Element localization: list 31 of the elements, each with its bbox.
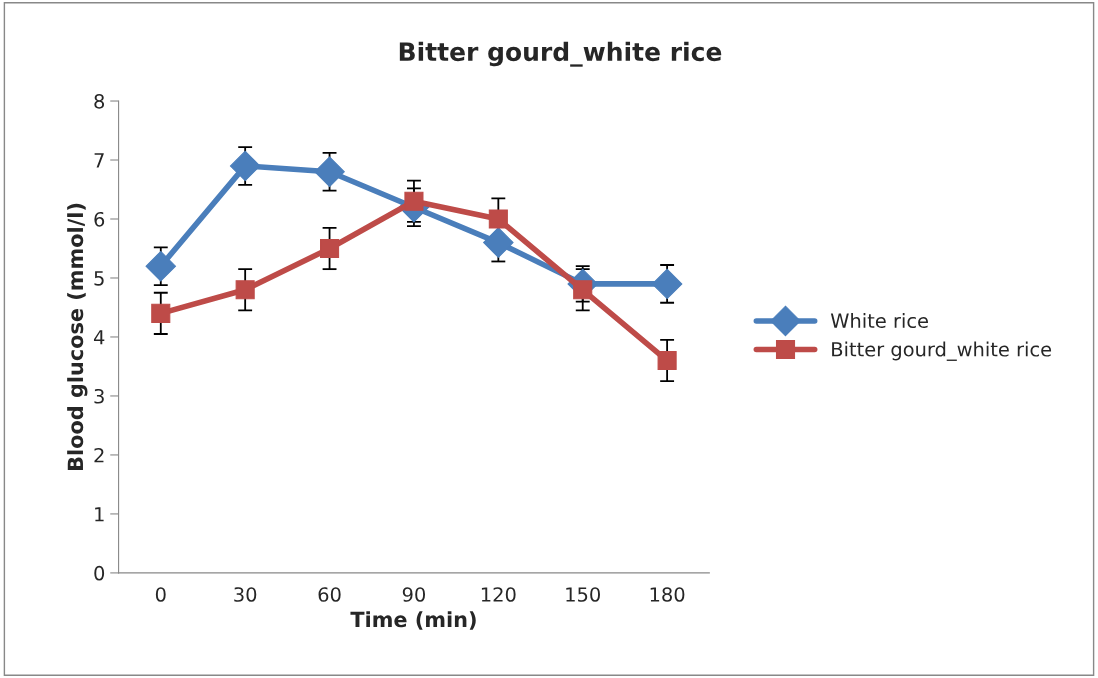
y-tick-label: 8 — [94, 93, 105, 109]
x-tick-label: 120 — [481, 587, 516, 602]
point — [151, 303, 171, 323]
point — [483, 227, 514, 258]
y-tick-label: 4 — [93, 330, 105, 345]
point — [320, 238, 340, 259]
point — [229, 150, 261, 182]
point — [145, 250, 177, 282]
chart-title: Bitter gourd_white rice — [399, 41, 722, 67]
point — [235, 280, 255, 300]
y-tick-label: 3 — [94, 388, 104, 404]
point — [651, 268, 683, 300]
y-tick-label: 1 — [95, 507, 104, 522]
legend-label: White rice — [830, 313, 928, 329]
x-tick-label: 90 — [402, 587, 426, 602]
y-tick-label: 6 — [94, 211, 105, 227]
x-tick-label: 150 — [566, 587, 600, 602]
x-tick-label: 0 — [155, 587, 166, 602]
point — [314, 156, 345, 188]
y-tick-label: 0 — [94, 565, 105, 581]
x-tick-label: 30 — [234, 587, 257, 602]
y-tick-label: 7 — [94, 153, 104, 168]
y-axis-title: Blood glucose (mmol/l) — [67, 203, 88, 470]
point — [488, 209, 508, 229]
x-tick-label: 60 — [318, 587, 341, 602]
x-axis-title: Time (min) — [350, 611, 476, 630]
x-tick-label: 180 — [650, 587, 685, 602]
legend-label: Bitter gourd_white rice — [832, 341, 1052, 361]
point — [657, 351, 677, 371]
y-tick-label: 5 — [94, 271, 104, 286]
y-tick-label: 2 — [94, 447, 104, 463]
